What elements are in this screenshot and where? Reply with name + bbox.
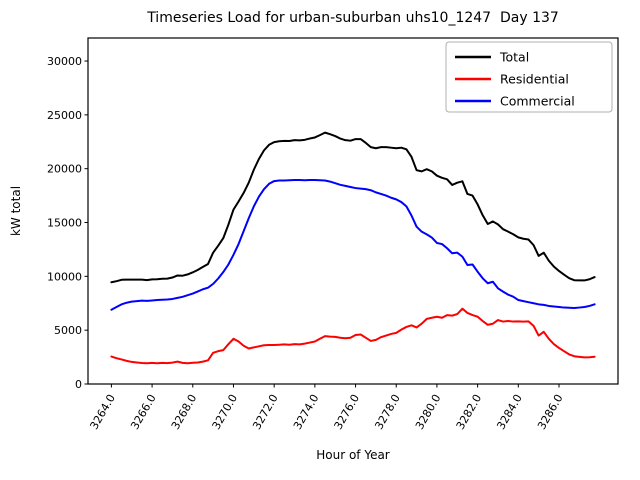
x-tick-label: 3284.0 [494,392,525,432]
x-tick-label: 3286.0 [535,392,566,432]
y-tick-label: 0 [75,378,82,391]
x-tick-label: 3268.0 [169,392,200,432]
axes-frame [87,37,619,385]
series-line-total [110,131,596,284]
x-tick-label: 3270.0 [210,392,241,432]
x-tick-label: 3266.0 [128,392,159,432]
chart-title: Timeseries Load for urban-suburban uhs10… [147,10,559,26]
legend-label-commercial: Commercial [500,94,575,109]
y-tick-label: 10000 [47,270,82,283]
x-axis-label: Hour of Year [316,448,390,462]
y-tick-label: 30000 [47,55,82,68]
x-tick-label: 3278.0 [372,392,403,432]
y-tick-label: 5000 [54,324,82,337]
legend-box [445,41,613,113]
series-lines [110,131,596,365]
y-tick-label: 20000 [47,163,82,176]
x-tick-label: 3272.0 [250,392,281,432]
y-tick-label: 25000 [47,109,82,122]
legend-label-total: Total [499,50,529,65]
x-tick-label: 3276.0 [332,392,363,432]
x-tick-label: 3274.0 [291,392,322,432]
x-tick-label: 3282.0 [454,392,485,432]
x-tick-label: 3280.0 [413,392,444,432]
series-line-commercial [110,178,596,311]
y-tick-label: 15000 [47,217,82,230]
series-line-residential [110,307,596,365]
legend-label-residential: Residential [500,72,569,87]
x-tick-label: 3264.0 [87,392,118,432]
legend: Total Residential Commercial [445,41,613,113]
